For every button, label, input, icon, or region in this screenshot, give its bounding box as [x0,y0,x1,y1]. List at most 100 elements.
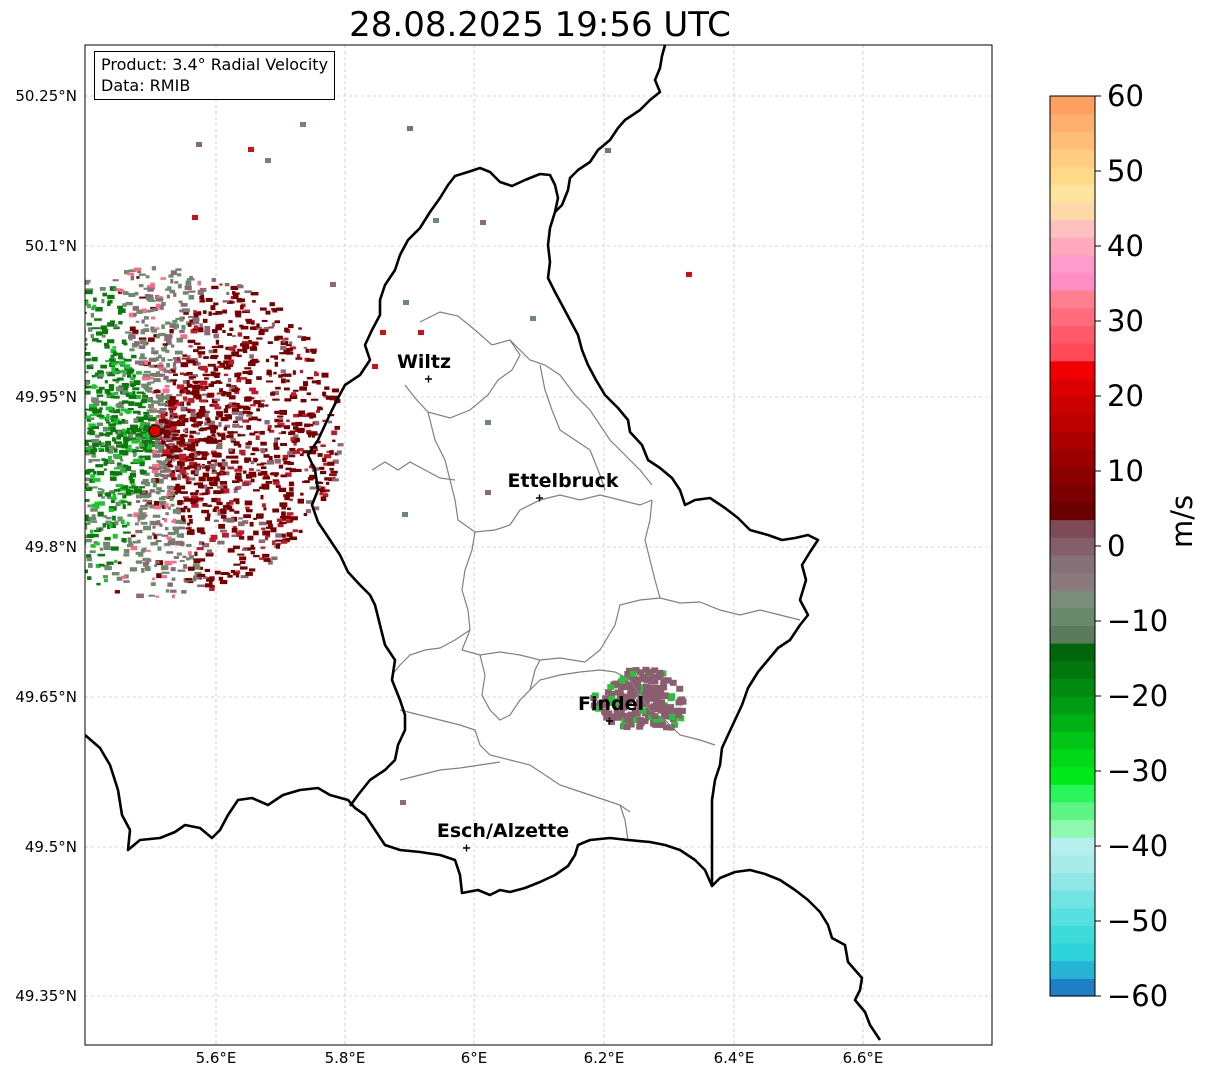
velocity-echo-pixel [123,553,130,557]
velocity-echo-pixel [200,531,206,535]
velocity-echo-pixel [157,364,164,369]
velocity-echo-pixel [647,704,655,711]
velocity-echo-pixel [128,401,134,406]
velocity-echo-pixel [235,501,240,505]
velocity-echo-pixel [205,488,209,492]
velocity-echo-pixel [173,430,180,434]
velocity-echo-pixel [89,403,97,409]
velocity-echo-pixel [192,361,199,366]
velocity-echo-pixel [107,371,115,377]
velocity-echo-pixel [136,428,142,432]
velocity-echo-pixel [165,288,171,291]
velocity-echo-pixel [130,545,138,551]
city-label-wiltz[interactable]: Wiltz [396,351,452,373]
velocity-echo-pixel [205,410,210,414]
velocity-echo-pixel [297,335,302,338]
velocity-echo-pixel [170,589,177,593]
velocity-echo-pixel [156,450,165,454]
velocity-echo-pixel [116,288,122,292]
velocity-echo-pixel [288,324,294,329]
velocity-echo-pixel [217,433,226,437]
radar-site-marker[interactable] [148,424,162,438]
velocity-echo-pixel [296,353,301,359]
velocity-echo-pixel [194,342,201,345]
velocity-echo-pixel [151,400,155,404]
velocity-echo-pixel [233,488,238,493]
velocity-echo-pixel [216,501,223,506]
velocity-echo-pixel [199,300,206,303]
velocity-echo-pixel [147,297,154,302]
velocity-echo-pixel [140,329,145,335]
velocity-echo-pixel [269,456,273,461]
velocity-echo-pixel [314,371,318,374]
velocity-echo-pixel [161,402,169,406]
velocity-echo-pixel [225,414,232,420]
velocity-echo-pixel [97,370,103,375]
velocity-echo-pixel [232,545,240,550]
velocity-echo-pixel [319,492,324,496]
velocity-echo-pixel [310,348,317,353]
velocity-echo-pixel [207,392,215,398]
velocity-echo-pixel [103,468,107,471]
colorbar-segment [1050,343,1095,362]
velocity-echo-pixel [654,684,662,691]
velocity-echo-pixel [129,326,136,331]
velocity-echo-pixel [165,349,170,353]
city-label-ettelbruck[interactable]: Ettelbruck [507,470,619,492]
velocity-echo-pixel [122,373,126,377]
city-label-esch-alzette[interactable]: Esch/Alzette [436,820,570,842]
velocity-echo-pixel [272,310,278,313]
velocity-echo-pixel [135,395,141,399]
velocity-echo-pixel [418,330,424,335]
velocity-echo-pixel [159,408,167,411]
velocity-echo-pixel [249,370,253,375]
velocity-echo-pixel [250,544,255,549]
velocity-echo-pixel [332,459,339,464]
velocity-echo-pixel [187,398,195,403]
velocity-echo-pixel [288,341,293,345]
velocity-echo-pixel [128,312,137,318]
velocity-echo-pixel [150,316,156,320]
velocity-echo-pixel [105,416,109,420]
velocity-echo-pixel [283,494,288,498]
velocity-echo-pixel [157,546,162,551]
velocity-echo-pixel [122,428,126,433]
city-label-findel[interactable]: Findel [577,693,645,715]
velocity-echo-pixel [97,553,106,557]
velocity-echo-pixel [201,452,208,457]
velocity-echo-pixel [276,335,283,340]
velocity-echo-pixel [325,481,330,485]
velocity-echo-pixel [663,713,671,720]
velocity-echo-pixel [322,419,328,423]
velocity-echo-pixel [651,706,659,713]
velocity-echo-pixel [88,516,97,521]
velocity-echo-pixel [96,394,104,397]
velocity-echo-pixel [155,416,160,419]
velocity-echo-pixel [300,492,304,496]
velocity-echo-pixel [204,421,211,426]
velocity-echo-pixel [221,394,226,397]
velocity-echo-pixel [123,364,131,369]
velocity-echo-pixel [152,307,159,311]
map-plot-area[interactable] [85,45,992,1045]
velocity-echo-pixel [224,391,232,396]
colorbar-segment [1050,907,1095,927]
velocity-echo-pixel [166,446,172,450]
velocity-echo-pixel [641,718,649,725]
velocity-echo-pixel [158,362,163,366]
colorbar-segment [1050,431,1095,450]
velocity-echo-pixel [115,403,123,408]
velocity-echo-pixel [167,582,173,587]
velocity-echo-pixel [623,724,631,731]
velocity-echo-pixel [105,406,113,411]
colorbar-segment [1050,537,1095,556]
colorbar-segment [1050,466,1095,485]
velocity-echo-pixel [255,360,260,363]
velocity-echo-pixel [260,448,266,453]
velocity-echo-pixel [193,319,200,325]
velocity-echo-pixel [98,373,105,377]
velocity-echo-pixel [86,417,92,422]
velocity-echo-pixel [240,434,246,437]
velocity-echo-pixel [320,444,326,447]
velocity-echo-pixel [636,723,644,730]
